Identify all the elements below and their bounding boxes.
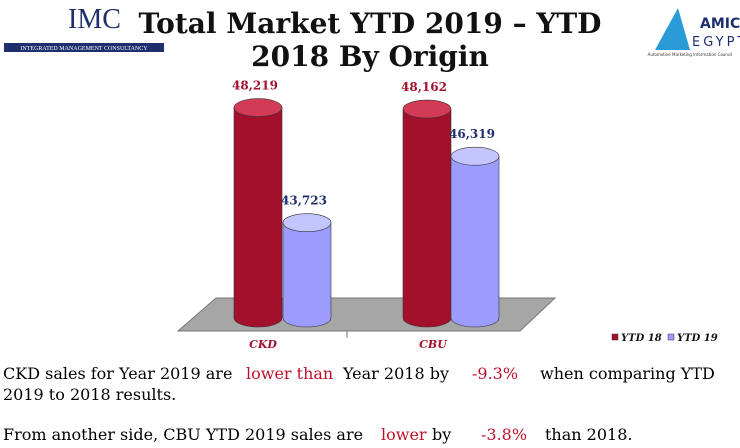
- bar: [233, 107, 283, 328]
- legend-label: YTD 18: [621, 333, 662, 344]
- bar-top: [402, 99, 452, 119]
- logo-note: Automotive Marketing Information Council: [648, 52, 733, 57]
- chart: IMC Integrated Management Consultancy To…: [4, 4, 740, 351]
- logo: AMIC: [700, 16, 740, 32]
- title: 2018 By Origin: [251, 40, 489, 73]
- value-label: 48,219: [232, 79, 278, 93]
- highlight: -9.3%: [472, 364, 519, 383]
- highlight: lower than: [246, 364, 334, 383]
- text: 2019 to 2018 results.: [3, 385, 177, 404]
- legend-label: YTD 19: [677, 333, 718, 344]
- legend-swatch: [611, 333, 619, 341]
- logo-sub: Integrated Management Consultancy: [20, 46, 148, 52]
- legend-swatch: [667, 333, 675, 341]
- bar: [450, 155, 500, 328]
- highlight: lower: [381, 425, 427, 444]
- value-label: 43,723: [281, 194, 327, 208]
- bar-top: [282, 213, 332, 232]
- logo-bar: [4, 43, 164, 52]
- category-label: CBU: [419, 338, 448, 351]
- text: Year 2018 by: [343, 364, 449, 383]
- bar: [402, 108, 452, 328]
- logo: IMC: [68, 4, 121, 35]
- bar-top: [233, 98, 283, 117]
- text: CKD sales for Year 2019 are: [3, 364, 233, 383]
- text: when comparing YTD: [540, 364, 715, 383]
- highlight: -3.8%: [481, 425, 528, 444]
- category-label: CKD: [249, 338, 277, 351]
- text: From another side, CBU YTD 2019 sales ar…: [3, 425, 364, 444]
- text: by: [432, 425, 452, 444]
- logo-shape: [655, 8, 690, 50]
- logo-sub: EGYPT: [692, 35, 740, 50]
- bar: [282, 222, 332, 328]
- text: than 2018.: [545, 425, 633, 444]
- value-label: 48,162: [401, 80, 447, 94]
- bar-top: [450, 146, 500, 166]
- title: Total Market YTD 2019 – YTD: [139, 7, 602, 40]
- value-label: 46,319: [449, 127, 495, 141]
